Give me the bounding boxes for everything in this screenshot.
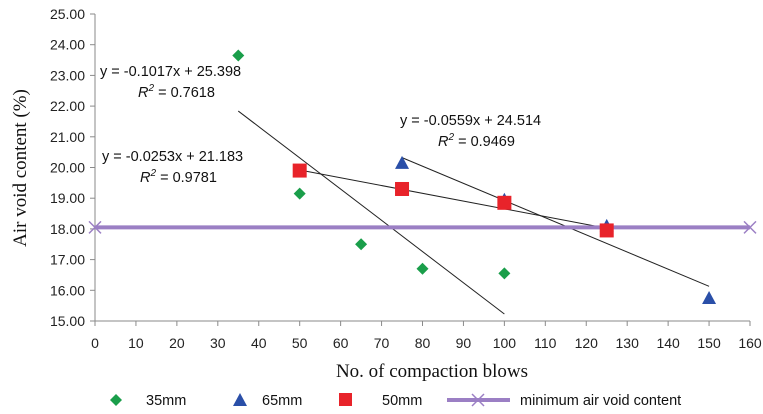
y-tick-label: 16.00 <box>50 282 85 298</box>
x-tick-label: 100 <box>493 335 517 351</box>
r2-value: = 0.9469 <box>454 134 515 150</box>
x-tick-labels: 0 10 20 30 40 50 60 70 80 90 100 110 120 130 140 150 160 <box>91 335 762 351</box>
x-tick-label: 80 <box>415 335 431 351</box>
x-tick-label: 50 <box>292 335 308 351</box>
y-tick-label: 15.00 <box>50 313 85 329</box>
r2-symbol: R <box>140 170 151 186</box>
r2-value: = 0.9781 <box>156 170 217 186</box>
r2-superscript: 2 <box>149 168 156 179</box>
y-tick-label: 17.00 <box>50 252 85 268</box>
r2-superscript: 2 <box>447 132 454 143</box>
legend-item-35mm: 35mm <box>110 393 186 409</box>
y-axis-title: Air void content (%) <box>10 89 31 247</box>
y-tick-label: 23.00 <box>50 67 85 83</box>
data-points <box>232 49 717 304</box>
min-air-void-x-marker <box>88 220 102 234</box>
x-tick-label: 160 <box>738 335 762 351</box>
y-tick-label: 21.00 <box>50 129 85 145</box>
y-tick-label: 24.00 <box>50 37 85 53</box>
point-65mm <box>395 155 410 169</box>
r2-value: = 0.7618 <box>154 85 215 101</box>
x-tick-label: 60 <box>333 335 349 351</box>
x-tick-label: 70 <box>374 335 390 351</box>
x-tick-label: 120 <box>575 335 599 351</box>
point-35mm <box>355 238 368 251</box>
x-tick-label: 110 <box>534 335 557 351</box>
x-tick-label: 10 <box>128 335 144 351</box>
r2-superscript: 2 <box>147 83 154 94</box>
legend-item-65mm: 65mm <box>233 393 302 409</box>
x-tick-label: 20 <box>169 335 185 351</box>
point-50mm <box>599 223 614 238</box>
point-35mm <box>293 187 306 200</box>
legend-x-marker <box>471 393 485 407</box>
legend-marker-35mm <box>110 394 122 406</box>
x-tick-label: 30 <box>210 335 226 351</box>
point-35mm <box>416 262 429 275</box>
trendline-r2-65mm: R2 = 0.9469 <box>438 132 515 150</box>
trendline-equation-35mm: y = -0.1017x + 25.398 <box>100 64 241 80</box>
point-35mm <box>232 49 245 62</box>
legend-label-65mm: 65mm <box>262 393 302 409</box>
point-50mm <box>395 181 410 196</box>
legend-marker-50mm <box>339 393 352 406</box>
point-50mm <box>497 195 512 210</box>
x-tick-label: 90 <box>456 335 472 351</box>
y-tick-label: 22.00 <box>50 98 85 114</box>
y-tick-label: 25.00 <box>50 6 85 22</box>
r2-symbol: R <box>438 134 449 150</box>
legend-marker-65mm <box>233 393 247 406</box>
x-tick-label: 150 <box>697 335 721 351</box>
legend-label-50mm: 50mm <box>382 393 422 409</box>
y-tick-label: 18.00 <box>50 221 85 237</box>
trendline-equation-50mm: y = -0.0253x + 21.183 <box>102 149 243 165</box>
trendline-50mm <box>299 169 607 229</box>
trendline-r2-50mm: R2 = 0.9781 <box>140 168 217 186</box>
y-tick-label: 20.00 <box>50 160 85 176</box>
legend: 35mm 65mm 50mm minimum air void content <box>110 393 681 409</box>
x-tick-label: 40 <box>251 335 267 351</box>
trendline-35mm <box>237 110 505 315</box>
r2-symbol: R <box>138 85 149 101</box>
legend-label-35mm: 35mm <box>146 393 186 409</box>
axes <box>90 13 751 326</box>
x-tick-label: 0 <box>91 335 99 351</box>
trendline-65mm <box>401 157 710 287</box>
trendline-r2-35mm: R2 = 0.7618 <box>138 83 215 101</box>
legend-item-50mm: 50mm <box>339 393 422 409</box>
point-65mm <box>702 290 717 304</box>
point-50mm <box>292 163 307 178</box>
trendlines <box>237 110 710 315</box>
min-air-void-x-marker <box>743 220 757 234</box>
x-axis-title: No. of compaction blows <box>336 361 528 382</box>
point-35mm <box>498 267 511 280</box>
x-tick-label: 130 <box>616 335 640 351</box>
y-tick-labels: 15.00 16.00 17.00 18.00 19.00 20.00 21.00 22.00… <box>50 6 85 329</box>
legend-label-minimum-air-void: minimum air void content <box>520 393 681 409</box>
trendline-equation-65mm: y = -0.0559x + 24.514 <box>400 113 541 129</box>
legend-item-minimum-air-void: minimum air void content <box>447 393 681 409</box>
y-tick-label: 19.00 <box>50 190 85 206</box>
minimum-air-void-line <box>88 220 757 234</box>
x-tick-label: 140 <box>656 335 680 351</box>
